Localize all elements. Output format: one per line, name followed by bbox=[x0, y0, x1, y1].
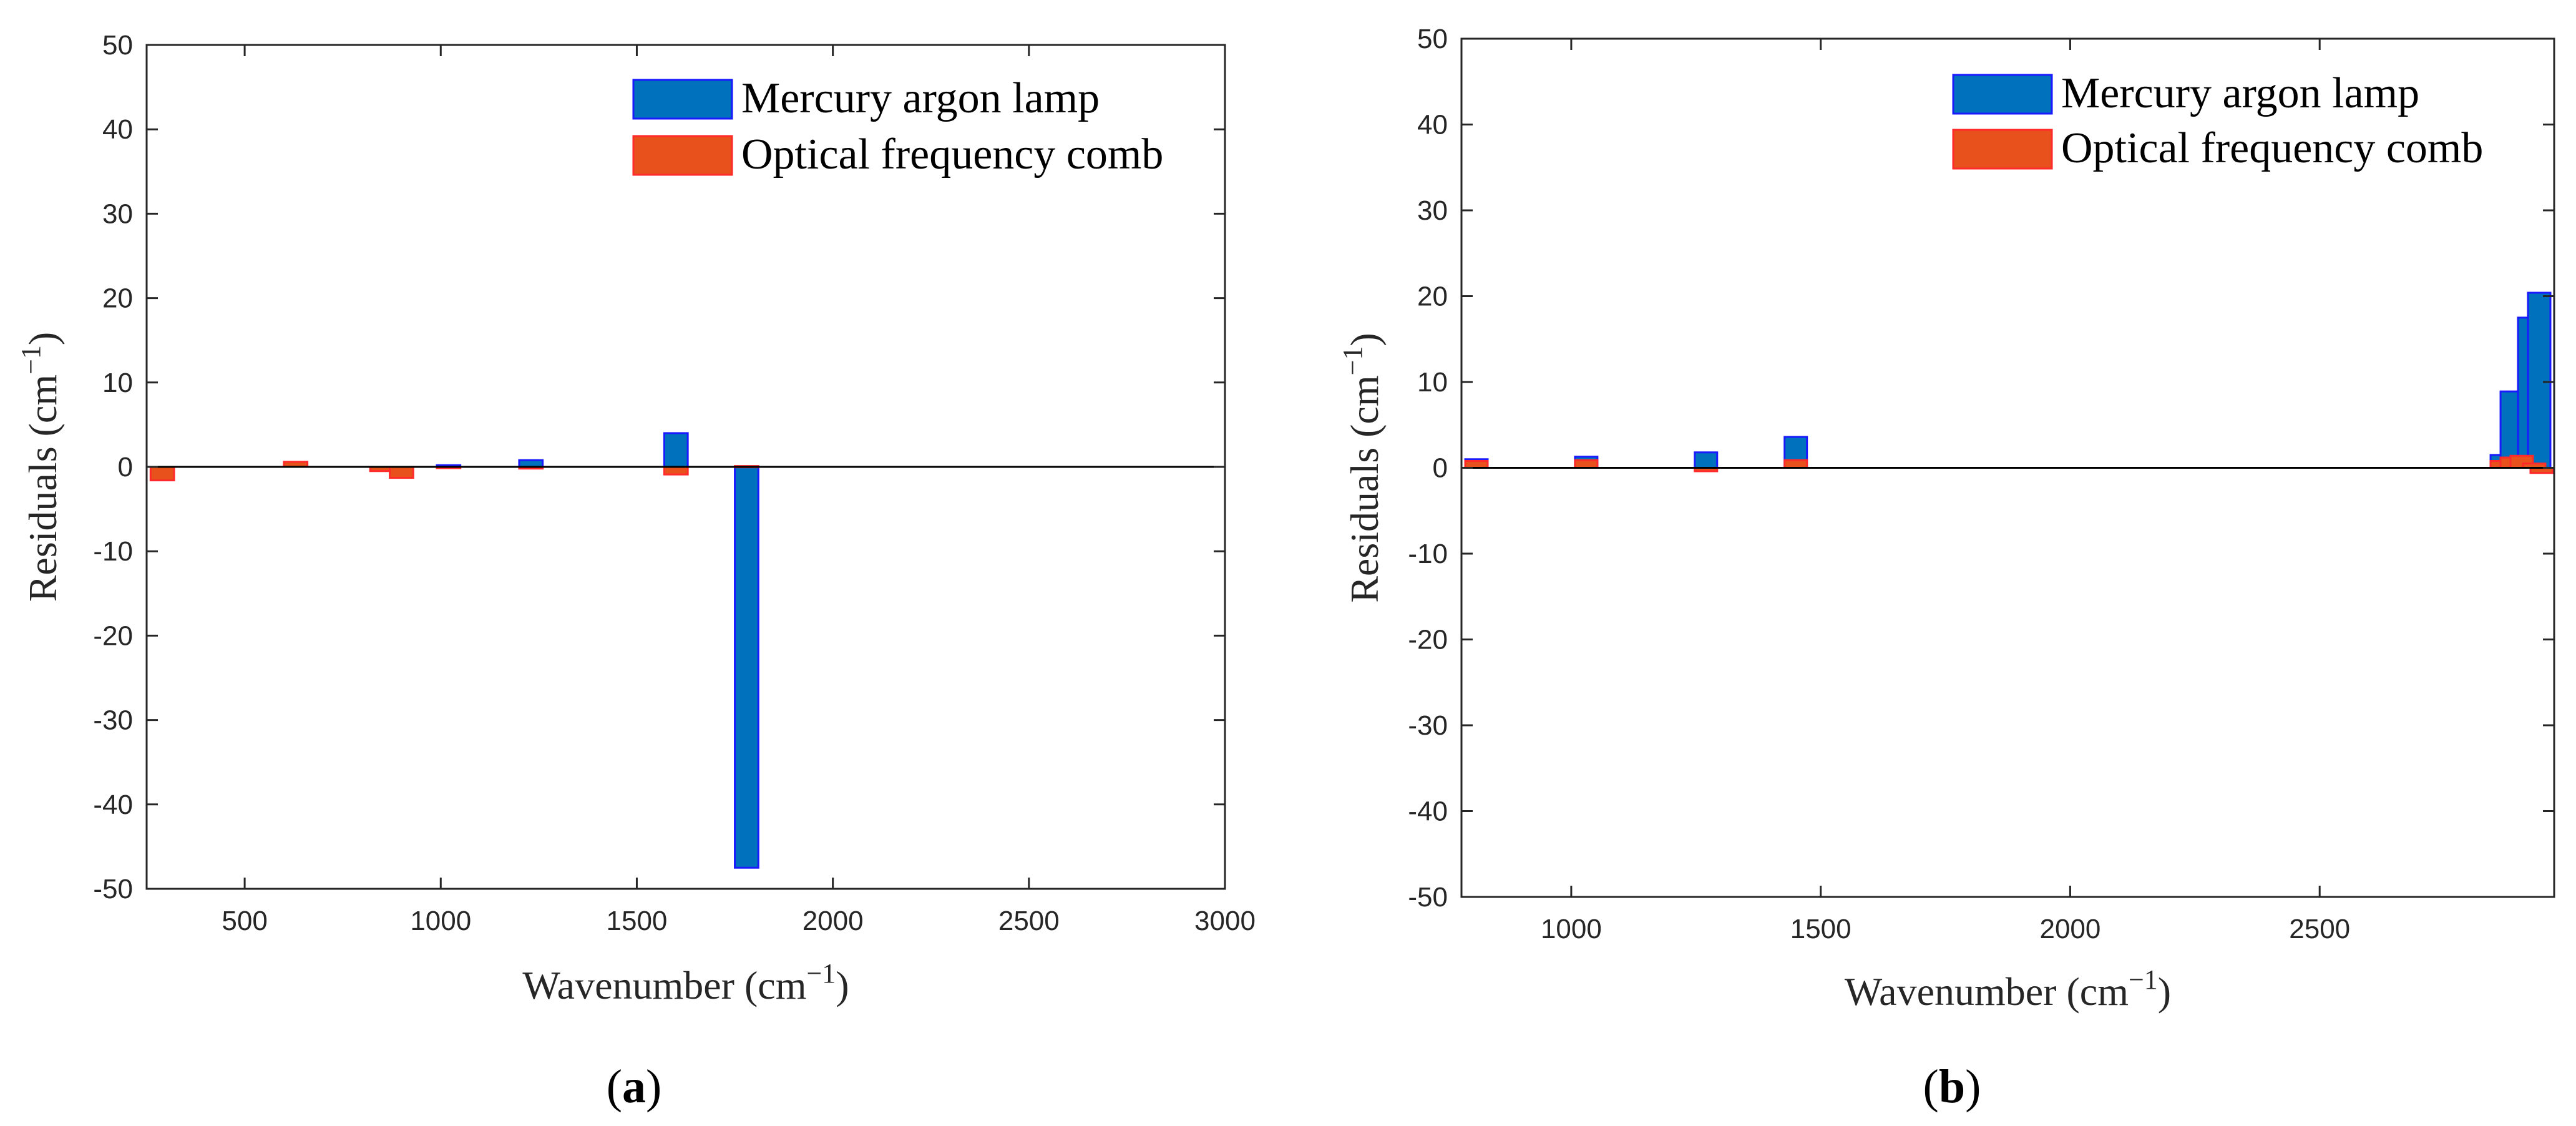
y-tick-label: 0 bbox=[1433, 453, 1448, 484]
bar-mercury-argon-lamp bbox=[663, 432, 689, 468]
legend-swatch-optical-frequency-comb bbox=[632, 135, 733, 176]
bar-optical-frequency-comb bbox=[149, 466, 175, 482]
x-tick-label: 1000 bbox=[1541, 914, 1602, 944]
x-axis-label: Wavenumber (cm−1) bbox=[522, 958, 849, 1007]
legend-swatch-mercury-argon-lamp bbox=[632, 79, 733, 120]
panel-caption: (a) bbox=[607, 1060, 662, 1113]
bar-mercury-argon-lamp bbox=[2527, 291, 2552, 469]
y-tick-label: 0 bbox=[118, 452, 133, 482]
chart-panel-b: 1000 1500 2000 2500 -50 -40 -30 -20 -10 0 10 20 30 40… bbox=[1337, 24, 2555, 1113]
y-tick-label: 20 bbox=[102, 283, 133, 314]
y-tick-label: 40 bbox=[102, 114, 133, 145]
bar-optical-frequency-comb bbox=[389, 466, 414, 479]
bar-optical-frequency-comb bbox=[1783, 459, 1808, 469]
bars-group bbox=[149, 432, 759, 869]
bar-optical-frequency-comb bbox=[1574, 459, 1599, 469]
bar-mercury-argon-lamp bbox=[734, 466, 759, 869]
x-tick-label: 1500 bbox=[607, 906, 668, 936]
y-tick-label: -10 bbox=[93, 536, 133, 567]
y-tick-label: 10 bbox=[1417, 367, 1448, 398]
ticks-group: 1000 1500 2000 2500 -50 -40 -30 -20 -10 0 10 20 30 40… bbox=[1408, 24, 2554, 944]
legend-label: Optical frequency comb bbox=[741, 130, 1163, 179]
x-tick-label: 1000 bbox=[410, 906, 471, 936]
legend: Mercury argon lamp Optical frequency comb bbox=[1952, 69, 2483, 172]
y-tick-label: -40 bbox=[1408, 796, 1448, 827]
y-tick-label: -50 bbox=[93, 874, 133, 904]
y-tick-label: -30 bbox=[1408, 710, 1448, 741]
x-tick-label: 2500 bbox=[998, 906, 1060, 936]
y-tick-label: -30 bbox=[93, 705, 133, 736]
y-axis-label: Residuals (cm−1) bbox=[1337, 333, 1387, 603]
chart-panel-a: 500 1000 1500 2000 2500 3000 -50 -40 -30 -20 -10 0 1… bbox=[16, 30, 1256, 1113]
x-tick-label: 500 bbox=[222, 906, 267, 936]
bar-mercury-argon-lamp bbox=[1694, 451, 1719, 469]
legend-label: Mercury argon lamp bbox=[2061, 69, 2419, 117]
y-tick-label: 40 bbox=[1417, 110, 1448, 140]
x-tick-label: 2000 bbox=[803, 906, 864, 936]
panel-caption: (b) bbox=[1923, 1060, 1981, 1113]
legend-swatch-mercury-argon-lamp bbox=[1952, 74, 2053, 115]
y-tick-label: 20 bbox=[1417, 282, 1448, 312]
legend: Mercury argon lamp Optical frequency comb bbox=[632, 74, 1163, 179]
x-tick-label: 3000 bbox=[1194, 906, 1256, 936]
y-tick-label: 30 bbox=[1417, 195, 1448, 226]
y-tick-label: -20 bbox=[1408, 625, 1448, 655]
y-tick-label: -10 bbox=[1408, 539, 1448, 569]
bar-optical-frequency-comb bbox=[663, 466, 689, 476]
bar-optical-frequency-comb bbox=[1464, 460, 1489, 469]
y-tick-label: 50 bbox=[1417, 24, 1448, 54]
y-axis-label: Residuals (cm−1) bbox=[16, 332, 65, 602]
legend-swatch-optical-frequency-comb bbox=[1952, 129, 2053, 170]
x-tick-label: 1500 bbox=[1790, 914, 1852, 944]
legend-label: Mercury argon lamp bbox=[741, 74, 1100, 122]
x-tick-label: 2500 bbox=[2289, 914, 2350, 944]
y-tick-label: -40 bbox=[93, 790, 133, 820]
bar-mercury-argon-lamp bbox=[518, 459, 544, 468]
bars-group bbox=[1464, 291, 2554, 474]
y-tick-label: -20 bbox=[93, 620, 133, 651]
y-tick-label: 30 bbox=[102, 198, 133, 229]
y-tick-label: 50 bbox=[102, 30, 133, 61]
y-tick-label: -50 bbox=[1408, 882, 1448, 913]
x-axis-label: Wavenumber (cm−1) bbox=[1845, 964, 2171, 1014]
x-tick-label: 2000 bbox=[2039, 914, 2100, 944]
legend-label: Optical frequency comb bbox=[2061, 124, 2483, 172]
ticks-group: 500 1000 1500 2000 2500 3000 -50 -40 -30 -20 -10 0 1… bbox=[93, 30, 1256, 936]
y-tick-label: 10 bbox=[102, 368, 133, 398]
